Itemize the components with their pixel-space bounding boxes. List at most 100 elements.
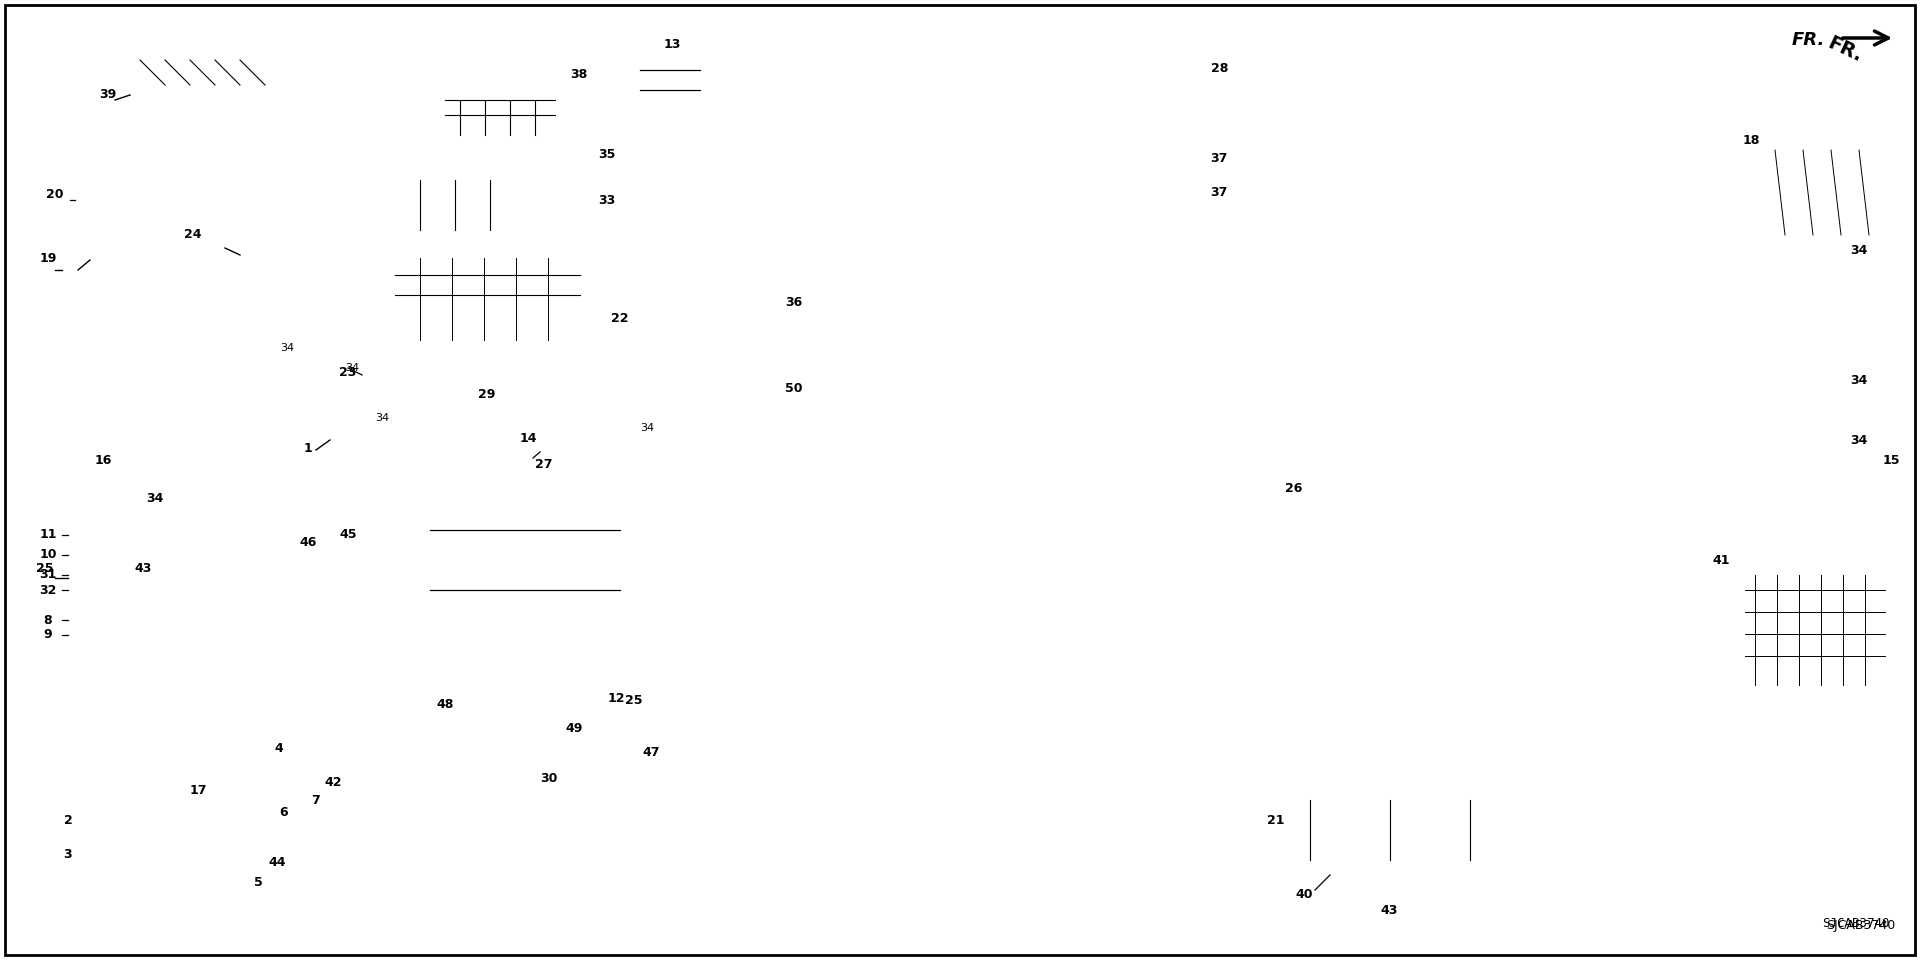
- Text: 49: 49: [564, 722, 582, 734]
- Circle shape: [1148, 557, 1150, 559]
- Circle shape: [753, 713, 755, 715]
- Circle shape: [1100, 425, 1102, 427]
- Circle shape: [1173, 713, 1175, 715]
- Circle shape: [741, 689, 743, 691]
- Circle shape: [1162, 557, 1164, 559]
- Circle shape: [668, 809, 670, 811]
- Circle shape: [705, 401, 707, 403]
- Circle shape: [1210, 761, 1212, 763]
- Circle shape: [741, 761, 743, 763]
- Circle shape: [789, 425, 791, 427]
- Circle shape: [897, 629, 899, 631]
- Circle shape: [682, 785, 684, 787]
- Circle shape: [885, 809, 887, 811]
- Circle shape: [741, 449, 743, 451]
- Circle shape: [741, 581, 743, 583]
- Circle shape: [741, 665, 743, 667]
- Circle shape: [945, 665, 947, 667]
- Circle shape: [993, 785, 995, 787]
- Circle shape: [668, 569, 670, 571]
- Circle shape: [874, 761, 876, 763]
- Circle shape: [1173, 449, 1175, 451]
- Circle shape: [1185, 509, 1187, 511]
- Circle shape: [945, 341, 947, 343]
- Circle shape: [922, 629, 924, 631]
- Circle shape: [970, 401, 972, 403]
- Circle shape: [1221, 281, 1223, 283]
- Circle shape: [826, 377, 828, 379]
- Bar: [399, 175, 570, 235]
- Circle shape: [1125, 449, 1127, 451]
- Circle shape: [1148, 401, 1150, 403]
- Circle shape: [849, 533, 851, 535]
- Circle shape: [837, 425, 839, 427]
- Circle shape: [1221, 569, 1223, 571]
- Circle shape: [933, 461, 935, 463]
- Circle shape: [1100, 665, 1102, 667]
- Circle shape: [778, 701, 780, 703]
- Circle shape: [897, 401, 899, 403]
- Circle shape: [908, 629, 910, 631]
- Circle shape: [69, 615, 81, 625]
- Circle shape: [970, 425, 972, 427]
- Text: 22: 22: [611, 311, 628, 324]
- Circle shape: [956, 353, 958, 355]
- Circle shape: [970, 641, 972, 643]
- Circle shape: [1210, 689, 1212, 691]
- Circle shape: [716, 293, 718, 295]
- Circle shape: [993, 473, 995, 475]
- Circle shape: [933, 761, 935, 763]
- Circle shape: [1066, 401, 1068, 403]
- Circle shape: [981, 557, 983, 559]
- Circle shape: [826, 737, 828, 739]
- Circle shape: [1018, 677, 1020, 679]
- Circle shape: [981, 701, 983, 703]
- Circle shape: [1100, 809, 1102, 811]
- Circle shape: [730, 377, 732, 379]
- Circle shape: [812, 485, 814, 487]
- Circle shape: [730, 485, 732, 487]
- Circle shape: [1173, 797, 1175, 799]
- Circle shape: [933, 401, 935, 403]
- Circle shape: [874, 485, 876, 487]
- Circle shape: [826, 413, 828, 415]
- Circle shape: [693, 413, 695, 415]
- Circle shape: [885, 593, 887, 595]
- Circle shape: [1148, 521, 1150, 523]
- Circle shape: [163, 509, 173, 517]
- Circle shape: [1004, 749, 1006, 751]
- Circle shape: [1077, 737, 1079, 739]
- Circle shape: [1089, 665, 1091, 667]
- Circle shape: [1041, 281, 1043, 283]
- Circle shape: [874, 533, 876, 535]
- Circle shape: [849, 341, 851, 343]
- Circle shape: [981, 449, 983, 451]
- Circle shape: [730, 329, 732, 331]
- Circle shape: [1196, 473, 1198, 475]
- Circle shape: [945, 473, 947, 475]
- Circle shape: [1089, 593, 1091, 595]
- Circle shape: [1162, 617, 1164, 619]
- Circle shape: [1233, 593, 1235, 595]
- Circle shape: [1173, 557, 1175, 559]
- Circle shape: [1114, 389, 1116, 391]
- Circle shape: [874, 617, 876, 619]
- Circle shape: [885, 797, 887, 799]
- Circle shape: [849, 401, 851, 403]
- Circle shape: [860, 653, 862, 655]
- Circle shape: [1004, 689, 1006, 691]
- Circle shape: [1162, 377, 1164, 379]
- Circle shape: [1029, 641, 1031, 643]
- Circle shape: [860, 509, 862, 511]
- Circle shape: [682, 353, 684, 355]
- Circle shape: [801, 689, 803, 691]
- Circle shape: [764, 665, 766, 667]
- Circle shape: [1018, 581, 1020, 583]
- Circle shape: [874, 737, 876, 739]
- Circle shape: [956, 749, 958, 751]
- Circle shape: [1041, 749, 1043, 751]
- Circle shape: [753, 413, 755, 415]
- Circle shape: [1041, 677, 1043, 679]
- Circle shape: [693, 509, 695, 511]
- Circle shape: [945, 521, 947, 523]
